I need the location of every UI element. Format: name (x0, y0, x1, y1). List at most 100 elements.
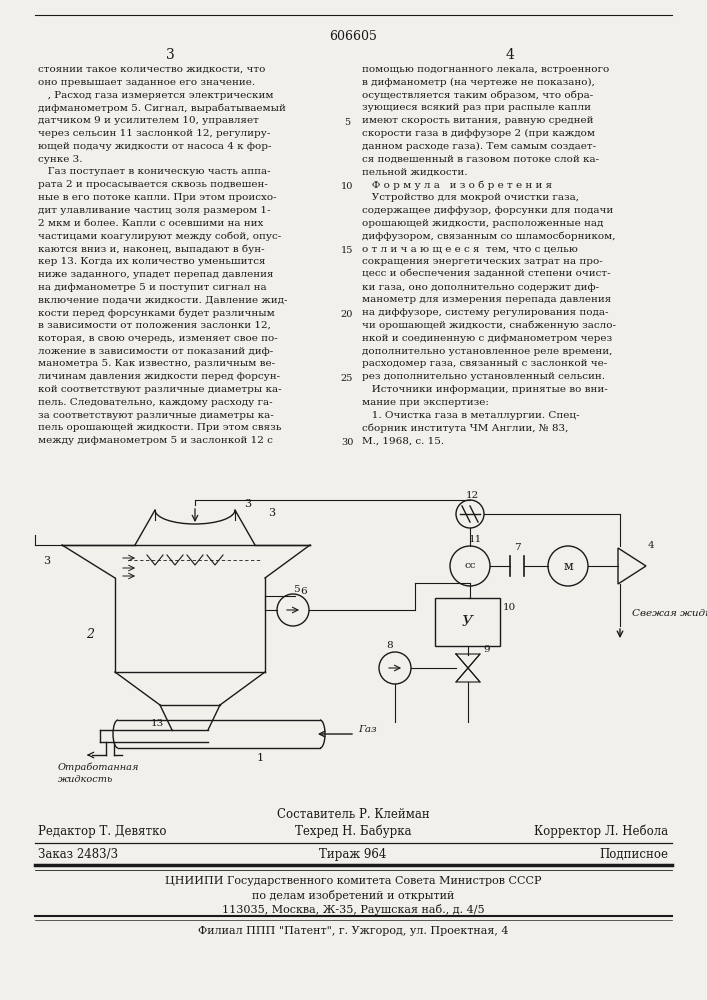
Text: 3: 3 (245, 499, 252, 509)
Text: рез дополнительно установленный сельсин.: рез дополнительно установленный сельсин. (362, 372, 605, 381)
Text: 7: 7 (514, 544, 520, 552)
Text: манометра 5. Как известно, различным ве-: манометра 5. Как известно, различным ве- (38, 359, 275, 368)
Text: через сельсин 11 заслонкой 12, регулиру-: через сельсин 11 заслонкой 12, регулиру- (38, 129, 270, 138)
Text: ки газа, оно дополнительно содержит диф-: ки газа, оно дополнительно содержит диф- (362, 283, 599, 292)
Text: 13: 13 (151, 720, 163, 728)
Text: кер 13. Когда их количество уменьшится: кер 13. Когда их количество уменьшится (38, 257, 266, 266)
Text: диффузором, связанным со шламосборником,: диффузором, связанным со шламосборником, (362, 231, 616, 241)
Text: , Расход газа измеряется электрическим: , Расход газа измеряется электрическим (38, 91, 274, 100)
Text: за соответствуют различные диаметры ка-: за соответствуют различные диаметры ка- (38, 411, 274, 420)
Text: помощью подогнанного лекала, встроенного: помощью подогнанного лекала, встроенного (362, 65, 609, 74)
Text: 9: 9 (483, 646, 490, 654)
Text: между дифманометром 5 и заслонкой 12 с: между дифманометром 5 и заслонкой 12 с (38, 436, 273, 445)
Text: пель орошающей жидкости. При этом связь: пель орошающей жидкости. При этом связь (38, 423, 281, 432)
Text: которая, в свою очередь, изменяет свое по-: которая, в свою очередь, изменяет свое п… (38, 334, 278, 343)
Text: мание при экспертизе:: мание при экспертизе: (362, 398, 489, 407)
Text: на диффузоре, систему регулирования пода-: на диффузоре, систему регулирования пода… (362, 308, 609, 317)
Text: 30: 30 (341, 438, 354, 447)
Text: 5: 5 (344, 118, 350, 127)
Text: 3: 3 (269, 508, 276, 518)
Text: сс: сс (464, 562, 476, 570)
Text: оно превышает заданное его значение.: оно превышает заданное его значение. (38, 78, 255, 87)
Text: жидкость: жидкость (58, 775, 113, 784)
Text: м: м (563, 560, 573, 572)
Text: кой соответствуют различные диаметры ка-: кой соответствуют различные диаметры ка- (38, 385, 281, 394)
Text: личинам давления жидкости перед форсун-: личинам давления жидкости перед форсун- (38, 372, 280, 381)
Text: рата 2 и просасывается сквозь подвешен-: рата 2 и просасывается сквозь подвешен- (38, 180, 268, 189)
Text: Тираж 964: Тираж 964 (320, 848, 387, 861)
Text: кости перед форсунками будет различным: кости перед форсунками будет различным (38, 308, 275, 318)
Text: 15: 15 (341, 246, 354, 255)
Text: по делам изобретений и открытий: по делам изобретений и открытий (252, 890, 454, 901)
Text: в дифманометр (на чертеже не показано),: в дифманометр (на чертеже не показано), (362, 78, 595, 87)
Text: Составитель Р. Клейман: Составитель Р. Клейман (276, 808, 429, 821)
Text: на дифманометре 5 и поступит сигнал на: на дифманометре 5 и поступит сигнал на (38, 283, 267, 292)
Text: Заказ 2483/3: Заказ 2483/3 (38, 848, 118, 861)
Text: чи орошающей жидкости, снабженную засло-: чи орошающей жидкости, снабженную засло- (362, 321, 616, 330)
Text: 113035, Москва, Ж-35, Раушская наб., д. 4/5: 113035, Москва, Ж-35, Раушская наб., д. … (222, 904, 484, 915)
Text: Газ поступает в коническую часть аппа-: Газ поступает в коническую часть аппа- (38, 167, 271, 176)
Text: 11: 11 (468, 534, 481, 544)
Text: пель. Следовательно, каждому расходу га-: пель. Следовательно, каждому расходу га- (38, 398, 273, 407)
Text: датчиком 9 и усилителем 10, управляет: датчиком 9 и усилителем 10, управляет (38, 116, 259, 125)
Text: 20: 20 (341, 310, 354, 319)
Text: Источники информации, принятые во вни-: Источники информации, принятые во вни- (362, 385, 608, 394)
Text: имеют скорость витания, равную средней: имеют скорость витания, равную средней (362, 116, 593, 125)
Text: М., 1968, с. 15.: М., 1968, с. 15. (362, 436, 444, 445)
Text: орошающей жидкости, расположенные над: орошающей жидкости, расположенные над (362, 219, 603, 228)
Text: Ф о р м у л а   и з о б р е т е н и я: Ф о р м у л а и з о б р е т е н и я (362, 180, 552, 190)
Text: цесс и обеспечения заданной степени очист-: цесс и обеспечения заданной степени очис… (362, 270, 611, 279)
Text: 6: 6 (300, 587, 307, 596)
Text: ся подвешенный в газовом потоке слой ка-: ся подвешенный в газовом потоке слой ка- (362, 155, 599, 164)
Text: частицами коагулируют между собой, опус-: частицами коагулируют между собой, опус- (38, 231, 281, 241)
Text: Филиал ППП "Патент", г. Ужгород, ул. Проектная, 4: Филиал ППП "Патент", г. Ужгород, ул. Про… (198, 926, 508, 936)
Text: дифманометром 5. Сигнал, вырабатываемый: дифманометром 5. Сигнал, вырабатываемый (38, 103, 286, 113)
Text: расходомер газа, связанный с заслонкой че-: расходомер газа, связанный с заслонкой ч… (362, 359, 607, 368)
Text: Подписное: Подписное (599, 848, 668, 861)
Text: 4: 4 (506, 48, 515, 62)
Text: включение подачи жидкости. Давление жид-: включение подачи жидкости. Давление жид- (38, 295, 288, 304)
Text: 606605: 606605 (329, 30, 377, 43)
Text: сборник института ЧМ Англии, № 83,: сборник института ЧМ Англии, № 83, (362, 423, 568, 433)
Text: 5: 5 (293, 584, 299, 593)
Text: 1. Очистка газа в металлургии. Спец-: 1. Очистка газа в металлургии. Спец- (362, 411, 580, 420)
Text: в зависимости от положения заслонки 12,: в зависимости от положения заслонки 12, (38, 321, 271, 330)
Text: 3: 3 (165, 48, 175, 62)
Text: 2: 2 (86, 629, 94, 642)
Text: манометр для измерения перепада давления: манометр для измерения перепада давления (362, 295, 612, 304)
Text: Отработанная: Отработанная (58, 763, 139, 772)
Text: ные в его потоке капли. При этом происхо-: ные в его потоке капли. При этом происхо… (38, 193, 276, 202)
Text: дополнительно установленное реле времени,: дополнительно установленное реле времени… (362, 347, 612, 356)
Text: Устройство для мокрой очистки газа,: Устройство для мокрой очистки газа, (362, 193, 579, 202)
Text: 4: 4 (648, 542, 655, 550)
Text: зующиеся всякий раз при распыле капли: зующиеся всякий раз при распыле капли (362, 103, 591, 112)
Text: ЦНИИПИ Государственного комитета Совета Министров СССР: ЦНИИПИ Государственного комитета Совета … (165, 876, 542, 886)
Text: Редактор Т. Девятко: Редактор Т. Девятко (38, 825, 167, 838)
Text: 2 мкм и более. Капли с осевшими на них: 2 мкм и более. Капли с осевшими на них (38, 219, 264, 228)
Text: данном расходе газа). Тем самым создает-: данном расходе газа). Тем самым создает- (362, 142, 596, 151)
Text: каются вниз и, наконец, выпадают в бун-: каются вниз и, наконец, выпадают в бун- (38, 244, 264, 254)
Text: скорости газа в диффузоре 2 (при каждом: скорости газа в диффузоре 2 (при каждом (362, 129, 595, 138)
Text: ющей подачу жидкости от насоса 4 к фор-: ющей подачу жидкости от насоса 4 к фор- (38, 142, 271, 151)
Text: о т л и ч а ю щ е е с я  тем, что с целью: о т л и ч а ю щ е е с я тем, что с целью (362, 244, 578, 253)
Text: пельной жидкости.: пельной жидкости. (362, 167, 467, 176)
Text: Свежая жидкость: Свежая жидкость (632, 609, 707, 618)
Text: 8: 8 (387, 642, 393, 650)
Text: У: У (462, 615, 473, 629)
Text: 1: 1 (257, 753, 264, 763)
Text: 25: 25 (341, 374, 354, 383)
Text: ложение в зависимости от показаний диф-: ложение в зависимости от показаний диф- (38, 347, 273, 356)
Text: 10: 10 (341, 182, 354, 191)
Text: 10: 10 (503, 603, 516, 612)
Text: сунке 3.: сунке 3. (38, 155, 83, 164)
Text: 3: 3 (43, 556, 51, 566)
Text: нкой и соединенную с дифманометром через: нкой и соединенную с дифманометром через (362, 334, 612, 343)
Text: сокращения энергетических затрат на про-: сокращения энергетических затрат на про- (362, 257, 603, 266)
Text: Техред Н. Бабурка: Техред Н. Бабурка (295, 825, 411, 838)
Text: Газ: Газ (358, 724, 377, 734)
Bar (435, 598, 500, 646)
Text: ниже заданного, упадет перепад давления: ниже заданного, упадет перепад давления (38, 270, 274, 279)
Text: содержащее диффузор, форсунки для подачи: содержащее диффузор, форсунки для подачи (362, 206, 613, 215)
Text: стоянии такое количество жидкости, что: стоянии такое количество жидкости, что (38, 65, 265, 74)
Text: осуществляется таким образом, что обра-: осуществляется таким образом, что обра- (362, 91, 593, 100)
